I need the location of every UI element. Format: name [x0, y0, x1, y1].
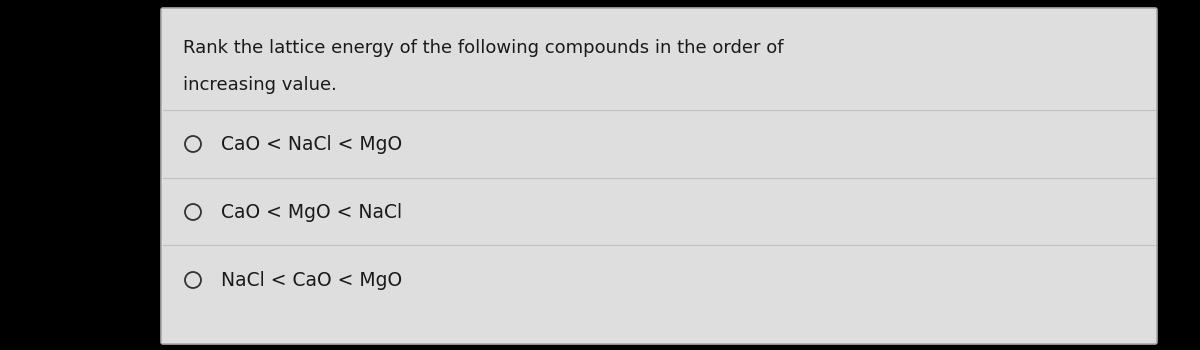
Text: Rank the lattice energy of the following compounds in the order of: Rank the lattice energy of the following… — [182, 39, 784, 57]
Text: CaO < MgO < NaCl: CaO < MgO < NaCl — [221, 203, 402, 222]
Text: CaO < NaCl < MgO: CaO < NaCl < MgO — [221, 134, 402, 154]
FancyBboxPatch shape — [161, 8, 1157, 344]
Text: NaCl < CaO < MgO: NaCl < CaO < MgO — [221, 271, 402, 289]
Text: increasing value.: increasing value. — [182, 76, 337, 94]
